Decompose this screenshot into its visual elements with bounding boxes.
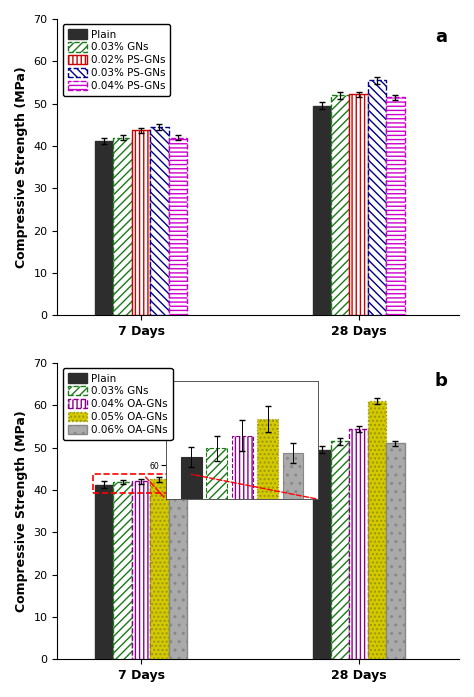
Legend: Plain, 0.03% GNs, 0.04% OA-GNs, 0.05% OA-GNs, 0.06% OA-GNs: Plain, 0.03% GNs, 0.04% OA-GNs, 0.05% OA… (63, 368, 173, 440)
Bar (150, 127, 169, 315)
Bar (95, 141, 113, 315)
Bar (312, 450, 331, 659)
Bar (386, 443, 405, 659)
Bar (349, 429, 368, 659)
Bar (132, 482, 150, 659)
Bar (132, 130, 150, 315)
Bar (113, 137, 132, 315)
Bar (169, 484, 187, 659)
Bar (368, 80, 386, 315)
Y-axis label: Compressive Strength (MPa): Compressive Strength (MPa) (15, 66, 28, 268)
Bar (349, 94, 368, 315)
Y-axis label: Compressive Strength (MPa): Compressive Strength (MPa) (15, 411, 28, 612)
Bar (312, 106, 331, 315)
Text: a: a (435, 28, 447, 46)
Bar (113, 482, 132, 659)
Bar (331, 95, 349, 315)
Legend: Plain, 0.03% GNs, 0.02% PS-GNs, 0.03% PS-GNs, 0.04% PS-GNs: Plain, 0.03% GNs, 0.02% PS-GNs, 0.03% PS… (63, 24, 171, 96)
Bar (169, 137, 187, 315)
Bar (331, 441, 349, 659)
Bar (150, 480, 169, 659)
Bar (95, 485, 113, 659)
Bar (386, 98, 405, 315)
Text: b: b (434, 372, 447, 390)
Bar (368, 401, 386, 659)
